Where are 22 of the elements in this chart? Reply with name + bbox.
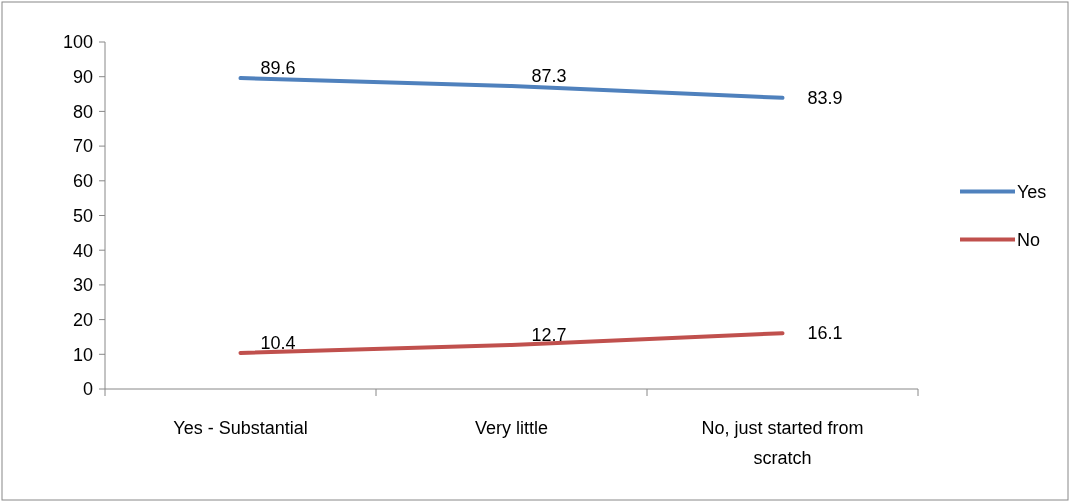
y-tick-label: 60 (72, 171, 93, 192)
x-tick-label: Yes - Substantial (173, 418, 308, 438)
data-label: 16.1 (807, 323, 843, 344)
data-label: 12.7 (531, 324, 567, 345)
y-tick-label: 50 (72, 205, 93, 226)
y-tick-label: 40 (72, 240, 93, 261)
y-tick-label: 70 (72, 136, 93, 157)
x-tick-label: Very little (474, 418, 549, 438)
y-tick-label: 30 (72, 275, 93, 296)
x-tick-label: No, just started from scratch (701, 418, 864, 468)
legend-label: No (1017, 229, 1041, 250)
y-tick-label: 20 (72, 309, 93, 330)
data-label: 83.9 (807, 87, 843, 108)
data-label: 89.6 (260, 58, 296, 79)
data-label: 87.3 (531, 66, 567, 87)
y-tick-label: 0 (82, 379, 93, 400)
data-label: 10.4 (260, 332, 296, 353)
y-tick-label: 100 (62, 32, 93, 53)
y-tick-label: 10 (72, 344, 93, 365)
legend-label: Yes (1017, 181, 1047, 202)
y-tick-label: 90 (72, 67, 93, 87)
y-tick-label: 80 (72, 101, 93, 122)
